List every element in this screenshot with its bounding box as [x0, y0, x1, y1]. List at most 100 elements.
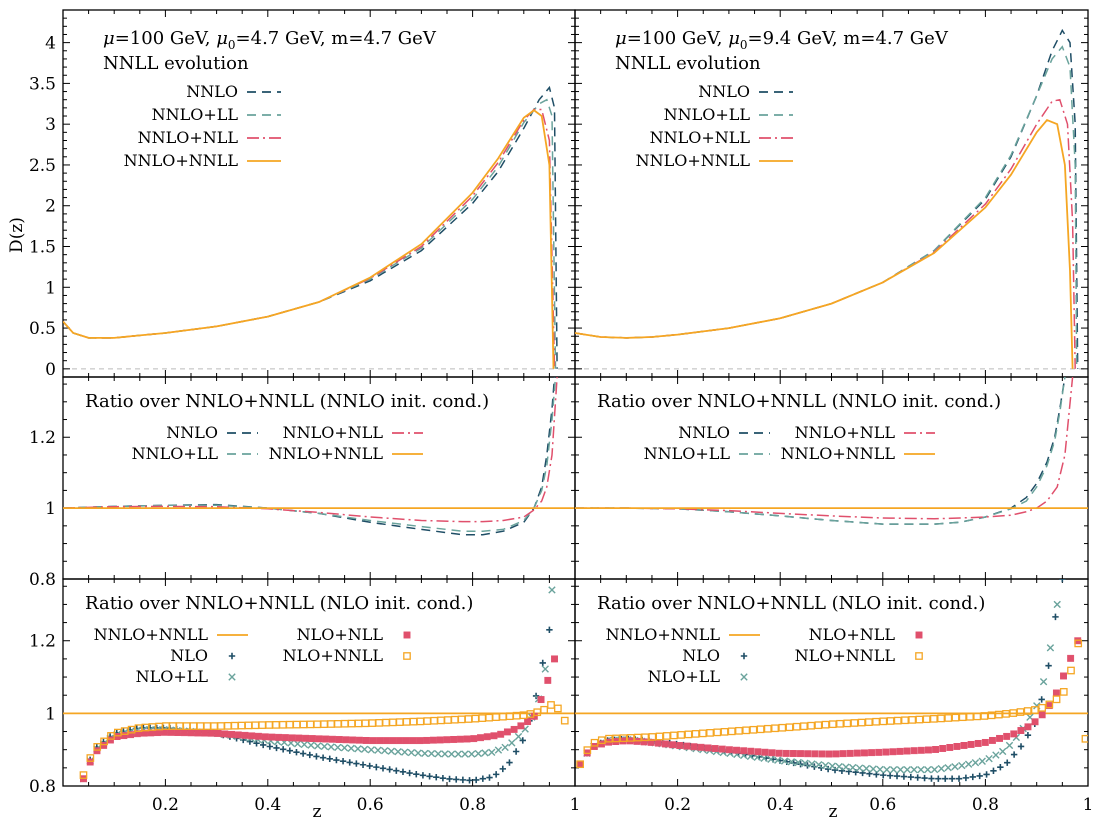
- series-point-NLO: [506, 759, 513, 766]
- series-point-NLO+NNLL: [93, 743, 102, 751]
- series-point-NLO+LL: [394, 747, 402, 756]
- series-point-NLO+NLL: [875, 748, 883, 756]
- panel-subtitle: NNLL evolution: [103, 53, 249, 74]
- series-point-NLO+NLL: [576, 760, 584, 768]
- series-point-NLO: [1004, 759, 1011, 766]
- series-point-NLO+NNLL: [560, 716, 569, 725]
- series-point-NLO+LL: [876, 765, 884, 774]
- series-group: [63, 377, 575, 536]
- series-point-NLO+NLL: [477, 734, 484, 742]
- series-point-NLO+NLL: [711, 745, 719, 752]
- series-point-NLO+NLL: [315, 735, 323, 743]
- series-point-NLO+NLL: [456, 735, 464, 743]
- series-point-NLO+NLL: [234, 731, 242, 739]
- series-point-NLO: [353, 760, 360, 767]
- series-point-NLO+NNLL: [382, 718, 390, 727]
- panel-subtitle: NNLL evolution: [615, 53, 761, 74]
- series-group: [63, 85, 558, 369]
- series-point-NLO: [1045, 662, 1052, 669]
- legend-label: NNLO+NNLL: [94, 625, 209, 644]
- series-point-NLO+LL: [481, 749, 489, 757]
- series-point-NLO: [921, 774, 928, 782]
- legend-label: NNLO+LL: [132, 444, 219, 463]
- x-tick-label: 0.6: [869, 795, 896, 815]
- panel-title: Ratio over NNLO+NNLL (NLO init. cond.): [597, 593, 985, 614]
- series-point-NLO+LL: [347, 744, 355, 753]
- y-tick-label: 1: [45, 704, 56, 724]
- series-point-NLO: [546, 626, 553, 634]
- series-point-NLO+NNLL: [265, 721, 273, 729]
- series-point-NLO+LL: [801, 759, 809, 767]
- series-point-NLO: [900, 773, 908, 780]
- series-point-NLO+NLL: [690, 743, 698, 751]
- series-point-NLO+LL: [1039, 678, 1048, 686]
- series-point-NLO: [955, 775, 963, 782]
- legend-label: NNLO+NNLL: [124, 151, 239, 170]
- series-point-NLO+NLL: [768, 749, 776, 757]
- x-tick-label: 0.8: [459, 795, 486, 815]
- series-point-NLO+NLL: [988, 736, 996, 744]
- series-point-NLO+LL: [307, 741, 315, 749]
- series-point-NLO+NNLL: [292, 720, 301, 729]
- series-point-NLO+NLL: [761, 748, 769, 756]
- series-point-NLO+NLL: [362, 737, 370, 744]
- series-point-NLO+NNLL: [634, 733, 642, 742]
- legend-label: NNLO: [678, 423, 730, 442]
- series-point-NLO+NLL: [174, 729, 182, 736]
- series-point-NLO+LL: [760, 754, 768, 763]
- series-point-NLO+NNLL: [1038, 703, 1046, 712]
- series-point-NLO+NLL: [654, 739, 662, 747]
- series-point-NLO+NLL: [669, 741, 676, 749]
- series-point-NLO+NLL: [275, 733, 283, 741]
- series-point-NLO+NLL: [1031, 718, 1039, 726]
- series-point-NLO+NLL: [896, 747, 904, 755]
- series-point-NLO: [492, 771, 500, 778]
- series-point-NLO+NLL: [697, 743, 705, 751]
- series-point-NLO+LL: [367, 746, 375, 754]
- series-point-NLO: [399, 768, 407, 776]
- series-point-NLO: [790, 759, 797, 767]
- series-point-NLO+NNLL: [237, 721, 246, 730]
- series-point-NLO: [990, 767, 997, 775]
- panel-title: Ratio over NNLO+NNLL (NLO init. cond.): [85, 593, 473, 614]
- x-axis-label-right: z: [829, 802, 838, 820]
- series-point-NLO+LL: [354, 745, 362, 753]
- series-point-NLO+LL: [387, 747, 396, 755]
- series-point-NLO: [893, 772, 901, 780]
- series-point-NLO+NLL: [288, 734, 296, 742]
- series-point-NLO: [273, 744, 280, 752]
- legend-label: NNLO+NNLL: [636, 151, 751, 170]
- panel-title: μ=100 GeV, μ0=9.4 GeV, m=4.7 GeV: [615, 28, 949, 52]
- series-point-NLO: [306, 751, 313, 759]
- y-tick-label: 3.5: [29, 74, 56, 94]
- series-point-NLO+NNLL: [662, 732, 671, 740]
- series-point-NLO+NLL: [647, 738, 655, 746]
- series-point-NLO+NLL: [329, 735, 336, 743]
- series-point-NLO+NNLL: [966, 712, 974, 721]
- series-point-NLO+NLL: [960, 742, 968, 749]
- series-point-NLO: [319, 754, 327, 761]
- series-point-NLO+LL: [434, 750, 442, 758]
- series-point-NLO+NNLL: [313, 720, 322, 729]
- series-point-NLO+LL: [896, 765, 905, 774]
- legend-sample-NLO+LL: [740, 673, 748, 681]
- y-tick-label: 3: [45, 115, 56, 135]
- series-point-NLO+NNLL: [100, 737, 108, 746]
- series-point-NLO+NNLL: [814, 721, 823, 730]
- panel-middle-left: 0.8 1 1.2 Ratio over NNLO+NNLL (NNLO init. …: [29, 376, 576, 590]
- series-point-NLO+NLL: [389, 737, 397, 745]
- series-point-NLO+LL: [964, 760, 973, 768]
- series-point-NLO+NLL: [483, 733, 491, 741]
- series-point-NLO+NNLL: [492, 713, 500, 722]
- series-point-NLO+NNLL: [619, 734, 628, 743]
- legend-label: NNLO+NLL: [283, 423, 384, 442]
- series-line-NNLO: [575, 28, 1079, 369]
- series-point-NLO+NLL: [1017, 727, 1025, 734]
- series-point-NLO+LL: [380, 747, 389, 755]
- series-point-NLO: [983, 771, 990, 778]
- series-point-NLO+NNLL: [347, 719, 356, 728]
- series-point-NLO+NNLL: [478, 714, 487, 722]
- series-point-NLO+NLL: [261, 733, 269, 741]
- legend-label: NNLO+NNLL: [781, 444, 896, 463]
